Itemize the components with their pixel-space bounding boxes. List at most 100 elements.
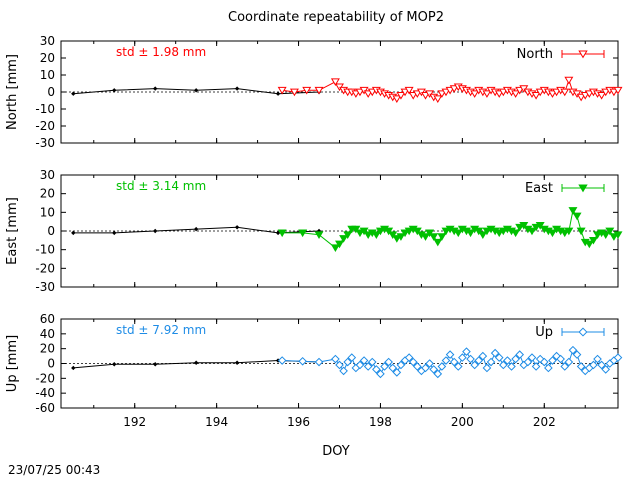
data-point xyxy=(314,231,324,239)
data-point xyxy=(576,362,586,371)
data-point xyxy=(486,357,496,367)
data-point xyxy=(396,92,406,100)
data-point xyxy=(396,233,406,241)
data-point xyxy=(404,353,414,362)
data-point xyxy=(515,350,525,359)
data-point xyxy=(584,240,594,249)
chart-title: Coordinate repeatability of MOP2 xyxy=(228,10,444,25)
y-tick-label: 20 xyxy=(40,51,55,65)
data-point xyxy=(470,90,480,98)
daily-point xyxy=(193,88,199,93)
data-point xyxy=(330,78,340,87)
y-tick-label: 10 xyxy=(40,205,55,219)
data-point xyxy=(339,235,349,243)
data-point xyxy=(507,362,516,371)
y-tick-label: 0 xyxy=(47,85,55,99)
y-tick-label: -20 xyxy=(35,119,55,133)
data-point xyxy=(388,363,398,373)
data-point xyxy=(277,229,287,238)
x-tick-label: 194 xyxy=(205,415,228,429)
data-point xyxy=(351,90,361,98)
std-label: std ± 7.92 mm xyxy=(116,323,206,337)
y-tick-label: 0 xyxy=(47,357,55,371)
data-point xyxy=(597,360,606,370)
data-point xyxy=(363,90,373,98)
x-axis-label: DOY xyxy=(322,444,350,459)
data-point xyxy=(400,229,410,238)
data-point xyxy=(335,240,344,249)
data-point xyxy=(613,353,623,362)
daily-point xyxy=(234,86,240,91)
daily-point xyxy=(71,365,76,371)
data-point xyxy=(347,353,357,362)
data-point xyxy=(478,351,488,361)
x-tick-label: 202 xyxy=(533,415,556,429)
data-point xyxy=(392,235,402,243)
data-point xyxy=(396,360,406,370)
data-point xyxy=(482,227,492,236)
data-point xyxy=(548,356,557,365)
data-point xyxy=(556,354,565,364)
legend-label: North xyxy=(517,47,553,62)
data-point xyxy=(535,222,545,230)
data-point xyxy=(314,86,324,95)
data-point xyxy=(605,227,615,236)
data-point xyxy=(531,92,541,100)
data-point xyxy=(330,244,340,253)
data-point xyxy=(331,354,340,364)
data-point xyxy=(429,365,439,374)
data-point xyxy=(277,356,287,365)
y-axis-label: Up [mm] xyxy=(5,335,20,392)
data-point xyxy=(503,356,512,365)
data-point xyxy=(572,350,582,359)
std-label: std ± 3.14 mm xyxy=(116,179,206,193)
std-label: std ± 1.98 mm xyxy=(116,45,206,59)
data-point xyxy=(474,227,484,236)
data-point xyxy=(413,362,422,371)
data-point xyxy=(511,90,521,98)
y-tick-label: 0 xyxy=(47,224,55,238)
data-point xyxy=(453,362,463,371)
data-point xyxy=(498,88,508,97)
x-tick-label: 196 xyxy=(287,415,310,429)
data-point xyxy=(404,227,414,236)
data-point xyxy=(425,229,435,238)
data-point xyxy=(466,229,476,238)
data-point xyxy=(433,369,443,379)
data-point xyxy=(355,229,365,238)
data-point xyxy=(535,354,545,364)
data-point xyxy=(601,365,611,374)
data-point xyxy=(392,95,402,104)
y-tick-label: -20 xyxy=(35,261,55,275)
data-point xyxy=(568,345,578,355)
y-tick-label: -10 xyxy=(35,102,55,116)
data-point xyxy=(371,231,381,239)
data-point xyxy=(412,90,422,98)
x-tick-label: 192 xyxy=(123,415,146,429)
daily-point xyxy=(193,360,199,365)
data-point xyxy=(277,86,287,95)
data-point xyxy=(408,357,418,367)
daily-point xyxy=(152,86,158,91)
data-point xyxy=(437,90,447,98)
y-tick-label: 20 xyxy=(40,187,55,201)
y-tick-label: 10 xyxy=(40,68,55,82)
daily-point xyxy=(112,88,117,93)
data-point xyxy=(494,229,504,238)
x-tick-label: 198 xyxy=(369,415,392,429)
data-point xyxy=(351,225,361,234)
data-point xyxy=(613,86,623,95)
data-point xyxy=(359,227,369,236)
data-point xyxy=(560,362,570,371)
data-point xyxy=(564,357,574,367)
x-tick-label: 200 xyxy=(451,415,474,429)
panels-group: -30 -20 -10 0 10 20 30 North [mm] std ± 1.98 mm N… xyxy=(5,34,623,429)
data-point xyxy=(384,357,393,367)
daily-point xyxy=(112,230,117,236)
legend-marker xyxy=(578,50,588,59)
data-point xyxy=(400,88,410,97)
data-point xyxy=(449,85,459,93)
daily-point xyxy=(112,362,117,367)
data-point xyxy=(367,88,377,97)
